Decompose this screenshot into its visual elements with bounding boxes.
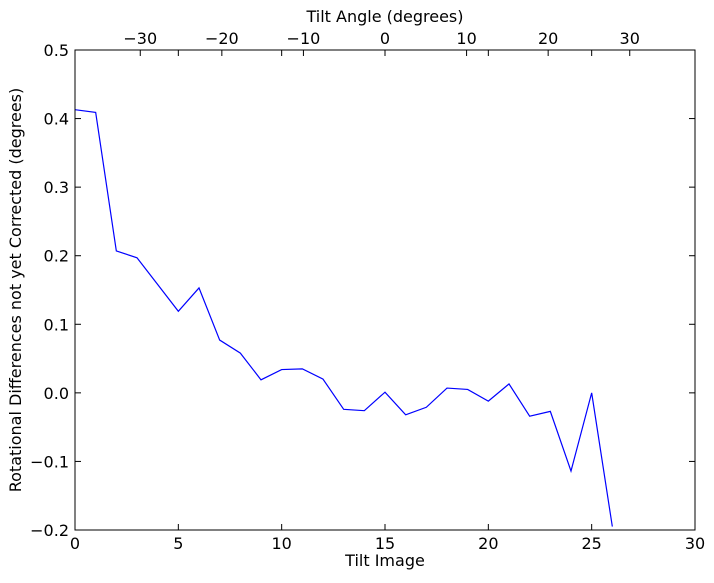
y-tick-label: 0.0: [44, 384, 69, 403]
y-axis-label: Rotational Differences not yet Corrected…: [6, 88, 25, 493]
secondary-x-tick-label: 30: [620, 29, 640, 48]
x-tick-label: 25: [581, 534, 601, 553]
secondary-x-tick-label: −20: [205, 29, 239, 48]
secondary-x-tick-label: −10: [287, 29, 321, 48]
secondary-x-axis-label: Tilt Angle (degrees): [305, 7, 463, 26]
y-tick-label: −0.1: [30, 452, 69, 471]
x-tick-label: 5: [173, 534, 183, 553]
y-tick-label: 0.1: [44, 315, 69, 334]
x-axis-label: Tilt Image: [344, 551, 425, 570]
x-tick-label: 10: [271, 534, 291, 553]
plot-frame: [74, 49, 696, 531]
y-tick-label: 0.2: [44, 247, 69, 266]
y-tick-label: −0.2: [30, 521, 69, 540]
series-layer: [74, 109, 613, 527]
y-tick-label: 0.4: [44, 110, 69, 129]
y-tick-label: 0.3: [44, 178, 69, 197]
tick-layer: 0 5 10 15 20 25 30 −30 −20 −10 0 10 20 30 −0.2 −0.1 0.0 0…: [30, 29, 705, 553]
secondary-x-tick-label: 20: [538, 29, 558, 48]
x-tick-label: 0: [70, 534, 80, 553]
secondary-x-tick-label: 0: [380, 29, 390, 48]
secondary-x-tick-label: 10: [456, 29, 476, 48]
x-tick-label: 20: [478, 534, 498, 553]
x-tick-label: 30: [685, 534, 705, 553]
series-line: [74, 109, 613, 527]
plot-background: [75, 50, 695, 530]
x-tick-label: 15: [375, 534, 395, 553]
y-tick-label: 0.5: [44, 41, 69, 60]
secondary-x-tick-label: −30: [123, 29, 157, 48]
